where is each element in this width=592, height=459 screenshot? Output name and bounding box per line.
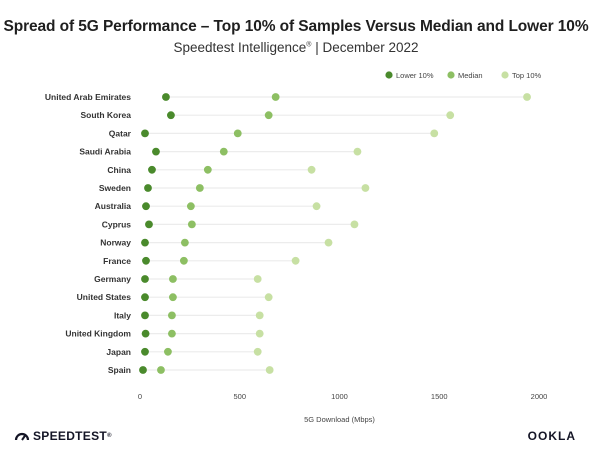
chart-title: Spread of 5G Performance – Top 10% of Sa…: [3, 18, 589, 35]
speedtest-registered-mark: ®: [107, 433, 112, 439]
speedtest-wordmark: SPEEDTEST: [33, 429, 108, 443]
data-point: [179, 256, 188, 265]
chart-header: Spread of 5G Performance – Top 10% of Sa…: [0, 18, 592, 55]
data-point: [233, 129, 242, 138]
category-label: Japan: [106, 347, 131, 357]
data-point: [446, 111, 455, 120]
category-label: United Kingdom: [65, 329, 131, 339]
data-point: [169, 293, 177, 302]
data-point: [141, 311, 149, 320]
category-label: Cyprus: [102, 219, 132, 229]
legend-marker: [501, 71, 509, 79]
x-tick-label: 1500: [431, 392, 448, 401]
subtitle-date: | December 2022: [311, 40, 419, 55]
x-tick-label: 500: [233, 392, 246, 401]
legend-marker: [385, 71, 393, 79]
data-point: [141, 129, 149, 138]
data-point: [141, 347, 149, 356]
legend-label: Lower 10%: [396, 71, 434, 80]
data-point: [219, 147, 228, 156]
x-tick-label: 1000: [331, 392, 348, 401]
legend-label: Top 10%: [512, 71, 542, 80]
data-point: [264, 111, 273, 120]
registered-mark: ®: [306, 41, 312, 49]
x-axis-title: 5G Download (Mbps): [304, 415, 375, 424]
data-point: [255, 311, 264, 320]
data-point: [141, 238, 149, 247]
legend-label: Median: [458, 71, 483, 80]
data-point: [139, 366, 147, 374]
data-point: [353, 147, 362, 156]
subtitle-source: Speedtest Intelligence: [173, 40, 307, 55]
category-label: Sweden: [99, 183, 131, 193]
data-point: [142, 202, 150, 211]
data-point: [152, 147, 160, 156]
category-label: China: [107, 165, 131, 175]
data-point: [203, 165, 212, 174]
speedtest-logo: SPEEDTEST ®: [14, 429, 112, 443]
data-point: [164, 347, 172, 356]
data-point: [350, 220, 359, 229]
data-point: [253, 347, 262, 356]
data-point: [168, 329, 176, 338]
speedometer-icon: [14, 432, 30, 441]
category-label: Norway: [100, 238, 131, 248]
data-point: [186, 202, 195, 211]
data-point: [148, 165, 156, 174]
data-point: [253, 275, 262, 283]
data-point: [312, 202, 321, 211]
category-label: Italy: [114, 310, 131, 320]
data-point: [142, 256, 150, 265]
data-point: [162, 93, 170, 101]
ookla-wordmark: OOKLA: [527, 429, 576, 443]
data-point: [187, 220, 196, 229]
x-tick-label: 0: [138, 392, 142, 401]
category-label: Qatar: [109, 128, 132, 138]
data-point: [195, 184, 204, 192]
category-label: Germany: [94, 274, 131, 284]
data-point: [145, 220, 153, 229]
data-point: [523, 93, 531, 101]
data-point: [141, 329, 150, 338]
data-point: [144, 184, 152, 192]
category-label: United States: [77, 292, 132, 302]
data-point: [264, 293, 273, 302]
category-label: France: [103, 256, 131, 266]
data-point: [271, 93, 280, 101]
data-point: [141, 293, 149, 302]
data-point: [180, 238, 189, 247]
data-point: [361, 184, 370, 192]
chart-subtitle: Speedtest Intelligence® | December 2022: [0, 40, 592, 55]
data-point: [169, 275, 177, 283]
data-point: [167, 111, 175, 120]
data-point: [430, 129, 439, 138]
data-point: [141, 275, 149, 283]
data-point: [157, 366, 165, 374]
data-point: [291, 256, 300, 265]
ookla-logo: OOKLA: [528, 429, 576, 443]
data-point: [168, 311, 176, 320]
data-point: [265, 366, 274, 374]
legend-marker: [447, 71, 455, 79]
category-label: South Korea: [80, 110, 131, 120]
category-label: United Arab Emirates: [45, 92, 131, 102]
data-point: [255, 329, 264, 338]
data-point: [324, 238, 333, 247]
category-label: Australia: [95, 201, 132, 211]
category-label: Saudi Arabia: [79, 147, 131, 157]
x-tick-label: 2000: [531, 392, 548, 401]
category-label: Spain: [108, 365, 131, 375]
data-point: [307, 165, 316, 174]
